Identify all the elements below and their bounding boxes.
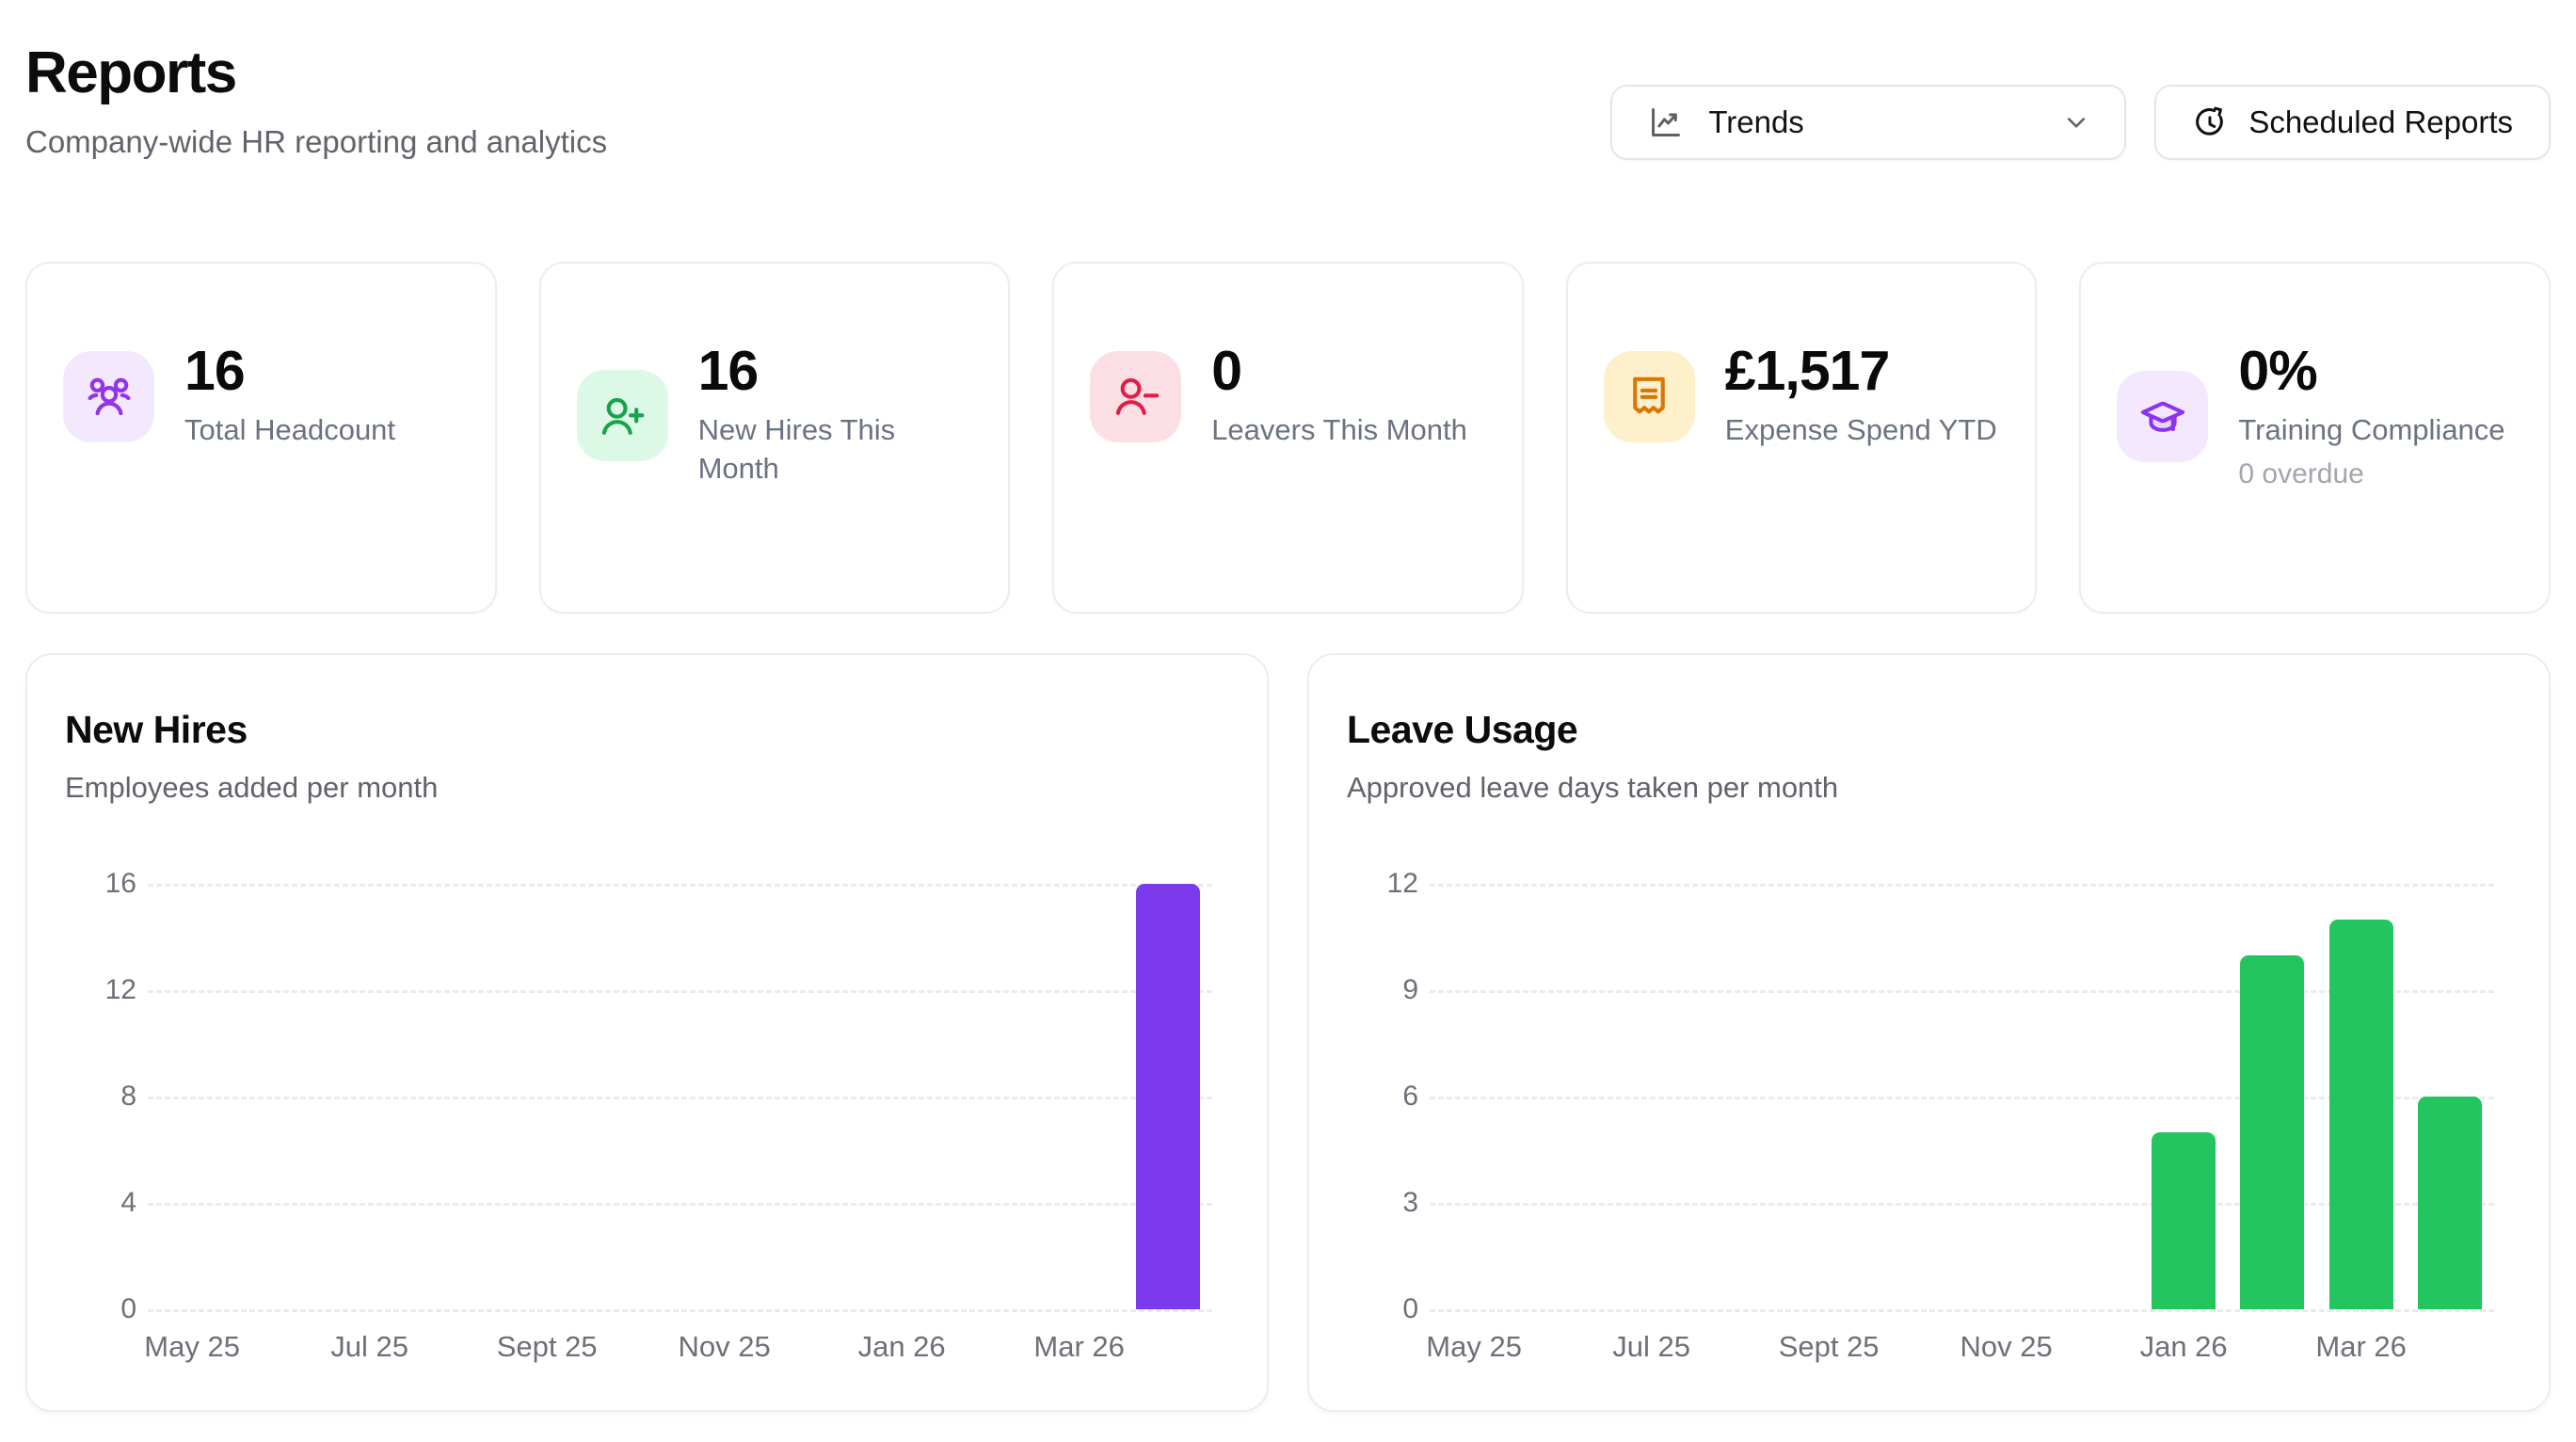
plot-area: May 25 Jul 25 Sept 25 Nov 25 Jan 26 Mar 26 — [1426, 884, 2494, 1363]
gridline — [148, 1097, 1212, 1100]
stat-label: New Hires This Month — [697, 413, 896, 486]
bar-apr-26 — [1135, 884, 1200, 1310]
clock-schedule-icon — [2192, 104, 2228, 140]
page-heading-block: Reports Company-wide HR reporting and an… — [25, 40, 608, 160]
gridline — [148, 990, 1212, 994]
stat-card-new-hires: 16 New Hires This Month — [538, 262, 1011, 615]
chart-subtitle: Employees added per month — [65, 771, 439, 805]
report-type-select-value: Trends — [1708, 104, 1804, 140]
toolbar: Trends Scheduled Reports — [1610, 85, 2551, 161]
stat-value: 16 — [697, 340, 760, 403]
plot-area: May 25 Jul 25 Sept 25 Nov 25 Jan 26 Mar 26 — [144, 884, 1212, 1363]
line-chart-icon — [1648, 104, 1684, 140]
leave-usage-chart-card: Leave Usage Approved leave days taken pe… — [1307, 653, 2551, 1413]
x-tick-label: Jan 26 — [857, 1330, 946, 1364]
y-axis: 0 3 6 9 12 — [1347, 868, 1430, 1324]
x-tick-label: Nov 25 — [1960, 1330, 2053, 1364]
y-axis: 0 4 8 12 16 — [65, 868, 148, 1324]
chevron-down-icon — [2060, 106, 2092, 138]
users-icon — [63, 350, 154, 442]
x-tick-label: Mar 26 — [2315, 1330, 2407, 1364]
y-tick-label: 16 — [104, 868, 136, 900]
new-hires-bar-chart: 0 4 8 12 16 May 25 Jul 25 Sept 25 Nov 25 Jan 26 M… — [65, 868, 1212, 1363]
chart-title: Leave Usage — [1347, 708, 1578, 752]
scheduled-reports-label: Scheduled Reports — [2248, 104, 2513, 140]
chart-subtitle: Approved leave days taken per month — [1347, 771, 1839, 805]
stat-value: 0% — [2238, 340, 2317, 403]
stat-card-total-headcount: 16 Total Headcount — [25, 262, 497, 615]
chart-title: New Hires — [65, 708, 248, 752]
charts-row: New Hires Employees added per month 0 4 8 1… — [25, 653, 2551, 1413]
receipt-icon — [1603, 350, 1695, 442]
bar-apr-26 — [2417, 1097, 2482, 1310]
y-tick-label: 12 — [1386, 868, 1418, 900]
gridline — [148, 884, 1212, 888]
gridline — [148, 1309, 1212, 1313]
x-tick-label: Nov 25 — [678, 1330, 771, 1364]
y-tick-label: 4 — [120, 1187, 136, 1219]
stats-row: 16 Total Headcount 16 New Hires Thi — [25, 262, 2551, 615]
stat-card-expense-spend: £1,517 Expense Spend YTD — [1565, 262, 2038, 615]
y-tick-label: 0 — [120, 1293, 136, 1325]
x-tick-label: May 25 — [1426, 1330, 1522, 1364]
y-tick-label: 3 — [1402, 1187, 1418, 1219]
gridline — [1430, 990, 2494, 994]
stat-card-leavers: 0 Leavers This Month — [1052, 262, 1524, 615]
y-tick-label: 6 — [1402, 1081, 1418, 1113]
y-tick-label: 9 — [1402, 974, 1418, 1006]
bar-feb-26 — [2240, 954, 2305, 1310]
y-tick-label: 0 — [1402, 1293, 1418, 1325]
x-tick-label: Sept 25 — [496, 1330, 598, 1364]
gridline — [1430, 1097, 2494, 1100]
page-subtitle: Company-wide HR reporting and analytics — [25, 124, 608, 160]
x-tick-label: Mar 26 — [1033, 1330, 1125, 1364]
scheduled-reports-button[interactable]: Scheduled Reports — [2154, 85, 2551, 161]
gridline — [1430, 1309, 2494, 1313]
stat-value: 16 — [184, 340, 246, 403]
stat-label: Expense Spend YTD — [1724, 413, 1997, 447]
x-tick-label: Jul 25 — [1612, 1330, 1690, 1364]
stat-label: Leavers This Month — [1211, 413, 1467, 447]
x-tick-label: Sept 25 — [1778, 1330, 1880, 1364]
gridline — [1430, 1203, 2494, 1207]
bar-jan-26 — [2152, 1131, 2216, 1310]
leave-usage-bar-chart: 0 3 6 9 12 May 25 Jul 25 Sept 25 Nov 25 Jan 26 Ma… — [1347, 868, 2494, 1363]
stat-value: 0 — [1211, 340, 1242, 403]
y-tick-label: 8 — [120, 1081, 136, 1113]
user-plus-icon — [576, 370, 668, 462]
stat-label: Total Headcount — [184, 413, 396, 447]
user-minus-icon — [1090, 350, 1182, 442]
stat-value: £1,517 — [1724, 340, 1890, 403]
y-tick-label: 12 — [104, 974, 136, 1006]
stat-sublabel: 0 overdue — [2238, 458, 2364, 490]
bar-mar-26 — [2328, 919, 2393, 1310]
stat-card-training-compliance: 0% Training Compliance 0 overdue — [2079, 262, 2551, 615]
stat-label: Training Compliance — [2238, 413, 2505, 447]
gridline — [1430, 884, 2494, 888]
x-tick-label: May 25 — [144, 1330, 240, 1364]
new-hires-chart-card: New Hires Employees added per month 0 4 8 1… — [25, 653, 1269, 1413]
x-tick-label: Jul 25 — [330, 1330, 408, 1364]
page-header: Reports Company-wide HR reporting and an… — [25, 40, 2551, 161]
report-type-select[interactable]: Trends — [1610, 85, 2127, 161]
graduation-cap-icon — [2117, 371, 2209, 463]
x-tick-label: Jan 26 — [2139, 1330, 2228, 1364]
reports-page: Reports Company-wide HR reporting and an… — [25, 40, 2551, 1413]
gridline — [148, 1203, 1212, 1207]
page-title: Reports — [25, 40, 237, 105]
